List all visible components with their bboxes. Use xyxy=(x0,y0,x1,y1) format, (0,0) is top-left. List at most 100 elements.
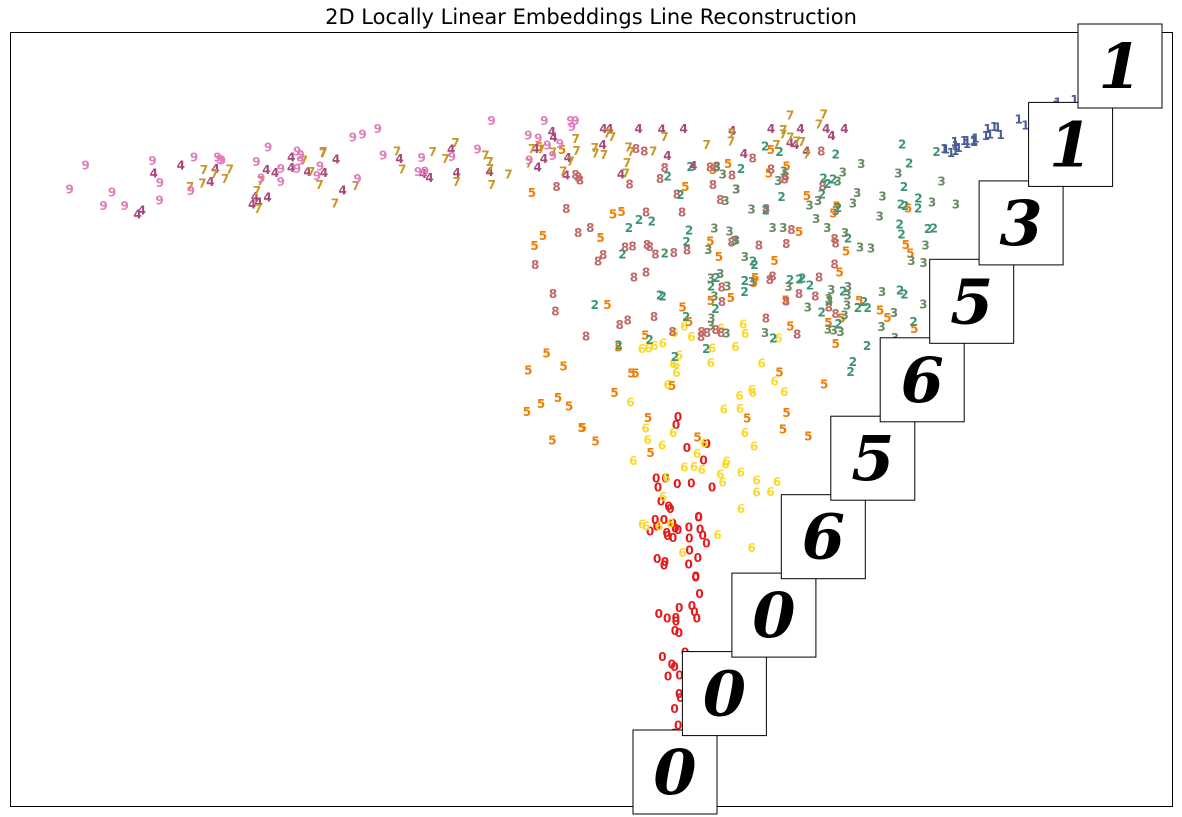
point-digit-2: 2 xyxy=(846,365,854,379)
point-digit-4: 4 xyxy=(540,152,548,166)
point-digit-9: 9 xyxy=(99,199,107,213)
point-digit-2: 2 xyxy=(648,214,656,228)
point-digit-8: 8 xyxy=(697,325,705,339)
point-digit-5: 5 xyxy=(644,411,652,425)
point-digit-1: 1 xyxy=(963,134,971,148)
point-digit-1: 1 xyxy=(963,137,971,151)
point-digit-6: 6 xyxy=(713,528,721,542)
point-digit-4: 4 xyxy=(658,122,666,136)
point-digit-4: 4 xyxy=(689,159,697,173)
point-digit-0: 0 xyxy=(671,521,679,535)
point-digit-3: 3 xyxy=(844,280,852,294)
point-digit-8: 8 xyxy=(643,238,651,252)
point-digit-7: 7 xyxy=(186,180,194,194)
point-digit-5: 5 xyxy=(678,301,686,315)
point-digit-3: 3 xyxy=(853,186,861,200)
point-digit-4: 4 xyxy=(251,190,259,204)
point-digit-4: 4 xyxy=(211,162,219,176)
point-digit-3: 3 xyxy=(832,204,840,218)
point-digit-2: 2 xyxy=(711,302,719,316)
point-digit-0: 0 xyxy=(695,587,703,601)
point-digit-0: 0 xyxy=(663,529,671,543)
point-digit-4: 4 xyxy=(447,143,455,157)
point-digit-8: 8 xyxy=(552,180,560,194)
point-digit-3: 3 xyxy=(804,301,812,315)
point-digit-8: 8 xyxy=(621,240,629,254)
point-digit-0: 0 xyxy=(657,495,665,509)
point-digit-8: 8 xyxy=(549,287,557,301)
point-digit-3: 3 xyxy=(721,194,729,208)
point-digit-5: 5 xyxy=(528,186,536,200)
point-digit-5: 5 xyxy=(820,377,828,391)
point-digit-2: 2 xyxy=(682,235,690,249)
point-digit-4: 4 xyxy=(425,171,433,185)
point-digit-2: 2 xyxy=(897,197,905,211)
point-digit-6: 6 xyxy=(672,358,680,372)
point-digit-9: 9 xyxy=(566,114,574,128)
point-digit-4: 4 xyxy=(534,160,542,174)
point-digit-2: 2 xyxy=(591,298,599,312)
point-digit-8: 8 xyxy=(650,310,658,324)
point-digit-6: 6 xyxy=(644,342,652,356)
point-digit-4: 4 xyxy=(605,122,613,136)
point-digit-6: 6 xyxy=(708,342,716,356)
point-digit-3: 3 xyxy=(712,161,720,175)
point-digit-6: 6 xyxy=(736,402,744,416)
reconstruction-thumbnail: 6 xyxy=(780,494,866,580)
point-digit-2: 2 xyxy=(777,190,785,204)
point-digit-6: 6 xyxy=(626,395,634,409)
point-digit-9: 9 xyxy=(524,129,532,143)
point-digit-5: 5 xyxy=(535,140,543,154)
point-digit-0: 0 xyxy=(672,615,680,629)
point-digit-2: 2 xyxy=(769,332,777,346)
point-digit-4: 4 xyxy=(150,166,158,180)
point-digit-3: 3 xyxy=(747,203,755,217)
point-digit-6: 6 xyxy=(629,454,637,468)
point-digit-5: 5 xyxy=(579,421,587,435)
point-digit-3: 3 xyxy=(937,175,945,189)
point-digit-3: 3 xyxy=(725,224,733,238)
thumbnail-digit: 0 xyxy=(752,579,795,652)
point-digit-8: 8 xyxy=(678,206,686,220)
point-digit-6: 6 xyxy=(655,519,663,533)
point-digit-6: 6 xyxy=(670,326,678,340)
point-digit-4: 4 xyxy=(332,152,340,166)
point-digit-6: 6 xyxy=(700,437,708,451)
point-digit-5: 5 xyxy=(603,298,611,312)
point-digit-3: 3 xyxy=(805,198,813,212)
point-digit-9: 9 xyxy=(296,148,304,162)
point-digit-7: 7 xyxy=(488,178,496,192)
chart-title: 2D Locally Linear Embeddings Line Recons… xyxy=(325,5,857,29)
point-digit-1: 1 xyxy=(960,134,968,148)
point-digit-3: 3 xyxy=(841,226,849,240)
point-digit-8: 8 xyxy=(717,326,725,340)
point-digit-9: 9 xyxy=(187,184,195,198)
point-digit-5: 5 xyxy=(770,254,778,268)
point-digit-2: 2 xyxy=(749,255,757,269)
point-digit-0: 0 xyxy=(688,599,696,613)
point-digit-3: 3 xyxy=(878,189,886,203)
point-digit-8: 8 xyxy=(668,325,676,339)
point-digit-6: 6 xyxy=(717,322,725,336)
point-digit-2: 2 xyxy=(682,310,690,324)
point-digit-3: 3 xyxy=(732,233,740,247)
point-digit-5: 5 xyxy=(596,231,604,245)
point-digit-7: 7 xyxy=(820,108,828,122)
point-digit-5: 5 xyxy=(558,143,566,157)
point-digit-2: 2 xyxy=(900,180,908,194)
point-digit-5: 5 xyxy=(727,291,735,305)
point-digit-3: 3 xyxy=(839,166,847,180)
point-digit-7: 7 xyxy=(486,162,494,176)
point-digit-0: 0 xyxy=(651,513,659,527)
point-digit-8: 8 xyxy=(830,232,838,246)
point-digit-0: 0 xyxy=(669,531,677,545)
point-digit-8: 8 xyxy=(825,300,833,314)
point-digit-9: 9 xyxy=(374,122,382,136)
point-digit-9: 9 xyxy=(218,153,226,167)
point-digit-9: 9 xyxy=(313,169,321,183)
thumbnail-frame xyxy=(1077,23,1163,109)
point-digit-3: 3 xyxy=(710,289,718,303)
point-digit-5: 5 xyxy=(565,400,573,414)
point-digit-7: 7 xyxy=(728,126,736,140)
point-digit-0: 0 xyxy=(671,624,679,638)
